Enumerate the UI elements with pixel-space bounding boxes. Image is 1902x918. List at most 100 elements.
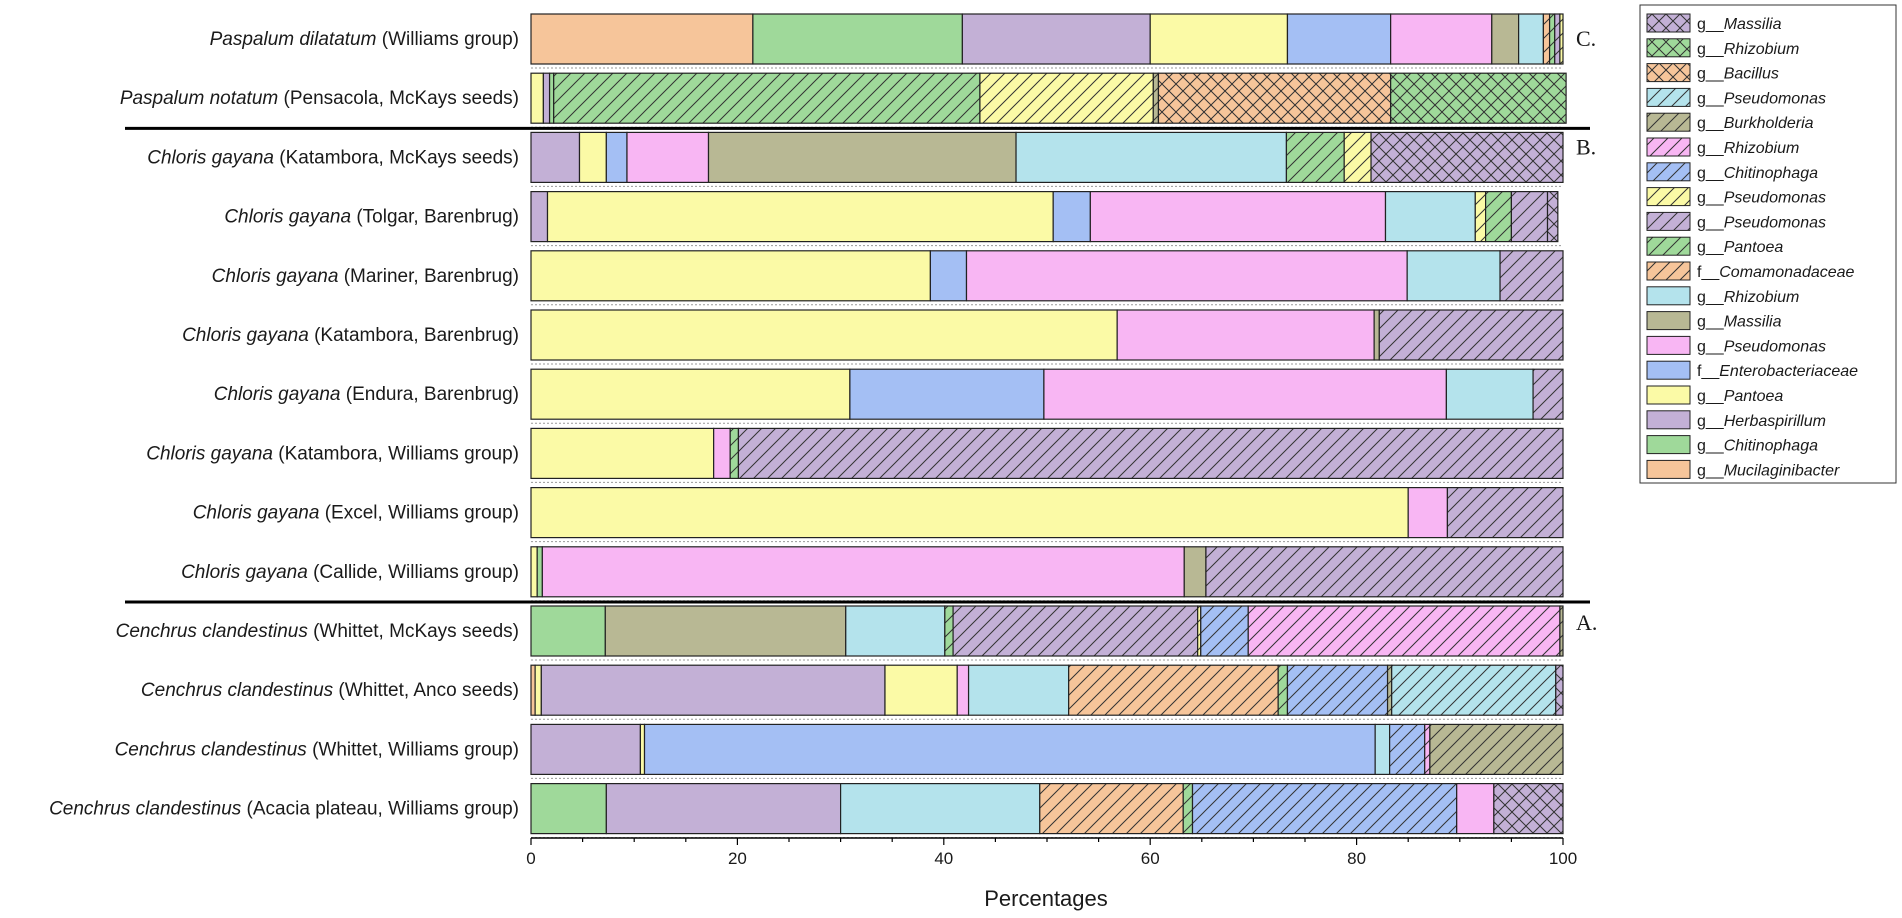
row-label: Paspalum dilatatum (Williams group) [210, 29, 519, 50]
bar-segment [849, 368, 1045, 420]
bar-segment [530, 191, 549, 243]
legend: g__Massilia g__Rhizobium g__Bacillus g__Pse… [1639, 4, 1897, 484]
bar-segment [1089, 191, 1387, 243]
bar-segment [1183, 546, 1207, 598]
legend-entry: f__Comamonadaceae [1697, 264, 1855, 281]
bar-segment [1343, 131, 1372, 183]
bar-segment [1390, 72, 1567, 124]
bar-segment [737, 427, 1564, 479]
bar-segment [1499, 250, 1564, 302]
bar-segment [1157, 72, 1392, 124]
bar-segment [1532, 368, 1564, 420]
bar-segment [1424, 723, 1431, 776]
bar-segment [1286, 13, 1392, 65]
bar-segment [1247, 605, 1561, 657]
bar-segment [1373, 309, 1380, 361]
x-tick-label: 100 [1549, 849, 1577, 868]
bar-segment [530, 309, 1118, 361]
bar-segment [1389, 723, 1426, 776]
row-label: Paspalum notatum (Pensacola, McKays seed… [120, 88, 519, 109]
bar-segment [965, 250, 1408, 302]
bar-segment [530, 13, 754, 65]
legend-entry: g__Herbaspirillum [1697, 413, 1826, 430]
legend-entry: g__Chitinophaga [1697, 438, 1818, 455]
bar-segment [1407, 487, 1449, 539]
legend-swatch [1646, 112, 1691, 132]
legend-entry: f__Enterobacteriaceae [1697, 363, 1858, 380]
legend-entry: g__Pseudomonas [1697, 338, 1826, 355]
bar-segment [952, 605, 1199, 657]
row-label: Chloris gayana (Endura, Barenbrug) [214, 384, 519, 405]
legend-entry: g__Chitinophaga [1697, 165, 1818, 182]
legend-entry: g__Rhizobium [1697, 41, 1799, 58]
bar-segment [1152, 72, 1160, 124]
legend-swatch [1646, 13, 1691, 33]
bar-segment [553, 72, 981, 124]
legend-swatch [1646, 286, 1691, 306]
legend-entry: g__Pantoea [1697, 239, 1783, 256]
legend-swatch [1646, 410, 1691, 430]
legend-swatch [1646, 435, 1691, 455]
bars [530, 13, 1567, 839]
x-axis-label: Percentages [984, 886, 1108, 911]
bar-segment [1390, 13, 1493, 65]
bar-segment [626, 131, 710, 183]
bar-segment [752, 13, 963, 65]
bar-segment [1406, 250, 1501, 302]
bar-segment [530, 368, 851, 420]
row-label: Cenchrus clandestinus (Whittet, Williams… [115, 739, 519, 760]
row-label: Chloris gayana (Tolgar, Barenbrug) [224, 207, 519, 228]
legend-swatch [1646, 385, 1691, 405]
bar-segment [929, 250, 968, 302]
legend-swatch [1646, 335, 1691, 355]
bar-segment [1285, 131, 1345, 183]
bar-segment [1149, 13, 1289, 65]
legend-entry: g__Massilia [1697, 16, 1782, 33]
bar-segment [1116, 309, 1375, 361]
row-label: Cenchrus clandestinus (Acacia plateau, W… [49, 799, 519, 820]
bar-segment [542, 72, 551, 124]
section-label: C. [1576, 26, 1596, 51]
bar-segment [1391, 664, 1557, 716]
row-label: Chloris gayana (Katambora, Barenbrug) [182, 325, 519, 346]
bar-segment [1015, 131, 1288, 183]
bar-segment [1518, 13, 1544, 65]
legend-swatch [1646, 360, 1691, 380]
bar-segment [1491, 13, 1520, 65]
row-label: Chloris gayana (Excel, Williams group) [193, 503, 519, 524]
bar-segment [1493, 782, 1564, 835]
bar-segment [1191, 782, 1458, 835]
legend-entry: g__Pseudomonas [1697, 214, 1826, 231]
bar-segment [967, 664, 1070, 716]
bar-segment [541, 546, 1185, 598]
bar-segment [1374, 723, 1391, 776]
legend-entry: g__Rhizobium [1697, 140, 1799, 157]
bar-segment [1559, 605, 1564, 657]
legend-entry: g__Burkholderia [1697, 115, 1814, 132]
bar-segment [643, 723, 1376, 776]
bar-segment [961, 13, 1151, 65]
bar-segment [845, 605, 946, 657]
legend-entry: g__Rhizobium [1697, 289, 1799, 306]
bar-segment [534, 664, 542, 716]
bar-segment [729, 427, 740, 479]
x-tick-label: 40 [934, 849, 953, 868]
bar-segment [530, 72, 544, 124]
row-label: Chloris gayana (Katambora, McKays seeds) [147, 147, 519, 168]
legend-swatch [1646, 311, 1691, 331]
bar-segment [578, 131, 607, 183]
legend-swatch [1646, 261, 1691, 281]
bar-segment [1286, 664, 1389, 716]
bar-segment [530, 427, 715, 479]
row-labels: Paspalum dilatatum (Williams group) Paspa… [49, 29, 519, 820]
section-separators [125, 126, 1590, 604]
row-label: Chloris gayana (Callide, Williams group) [181, 562, 519, 583]
bar-segment [540, 664, 886, 716]
bar-segment [530, 546, 538, 598]
bar-segment [1446, 487, 1564, 539]
bar-segment [1378, 309, 1564, 361]
bar-segment [1474, 191, 1487, 243]
bar-segment [1554, 13, 1561, 65]
legend-entry: g__Pseudomonas [1697, 90, 1826, 107]
bar-segment [530, 250, 931, 302]
